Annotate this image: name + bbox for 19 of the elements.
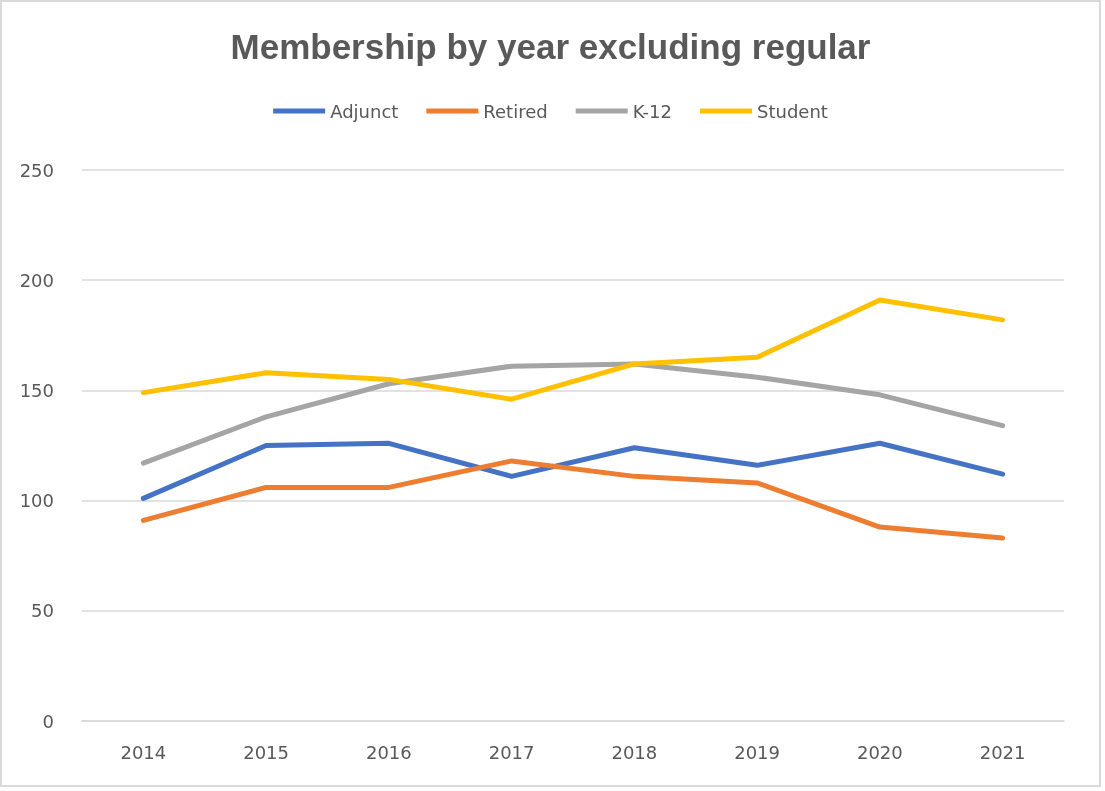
y-tick-label: 100	[19, 490, 54, 512]
x-tick-label: 2021	[979, 741, 1026, 763]
legend-label: Adjunct	[330, 100, 399, 122]
chart-title: Membership by year excluding regular	[230, 27, 871, 66]
y-tick-label: 0	[42, 710, 54, 732]
x-tick-label: 2018	[611, 741, 658, 763]
y-tick-label: 250	[19, 159, 54, 181]
legend-label: K-12	[632, 100, 673, 122]
x-tick-label: 2020	[856, 741, 903, 763]
y-tick-label: 150	[19, 379, 54, 401]
legend-label: Student	[756, 100, 828, 122]
x-tick-label: 2015	[243, 741, 290, 763]
x-tick-label: 2017	[488, 741, 535, 763]
y-tick-label: 50	[31, 600, 54, 622]
legend-label: Retired	[483, 100, 548, 122]
x-tick-label: 2019	[734, 741, 781, 763]
y-tick-label: 200	[19, 269, 54, 291]
x-tick-label: 2016	[365, 741, 412, 763]
x-tick-label: 2014	[120, 741, 167, 763]
